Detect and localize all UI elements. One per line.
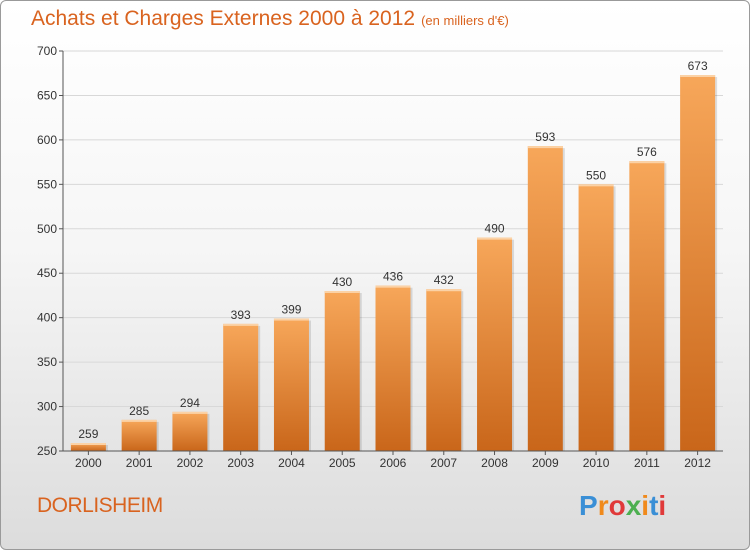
bar-value-label: 399 [281, 303, 301, 317]
bar-value-label: 490 [485, 222, 505, 236]
bar-value-label: 673 [688, 59, 708, 73]
logo-letter: P [579, 490, 598, 521]
bar-value-label: 436 [383, 270, 403, 284]
bar-2006 [375, 285, 411, 451]
bar-highlight [70, 443, 106, 445]
y-tick-label: 500 [37, 222, 57, 236]
bar-highlight [426, 289, 462, 292]
bar-highlight [527, 146, 563, 149]
bar-2004 [273, 318, 309, 451]
bar-highlight [121, 419, 157, 422]
y-tick-label: 600 [37, 133, 57, 147]
bar-2010 [578, 184, 614, 452]
logo-letter: t [649, 490, 659, 521]
bar-2001 [121, 419, 157, 451]
bar-2000 [70, 443, 106, 451]
bar-highlight [578, 184, 614, 187]
y-tick-label: 650 [37, 88, 57, 102]
y-tick-label: 350 [37, 355, 57, 369]
y-tick-label: 700 [37, 44, 57, 58]
chart-subtitle: (en milliers d'€) [421, 13, 509, 28]
x-tick-label: 2005 [329, 456, 356, 470]
town-name: DORLISHEIM [37, 494, 163, 517]
y-tick-label: 550 [37, 177, 57, 191]
x-tick-label: 2000 [75, 456, 102, 470]
y-tick-label: 400 [37, 311, 57, 325]
y-tick-label: 250 [37, 444, 57, 458]
x-tick-label: 2010 [583, 456, 610, 470]
bar-value-label: 593 [535, 130, 555, 144]
logo-letter: i [641, 490, 650, 521]
x-tick-label: 2012 [684, 456, 711, 470]
chart-title-text: Achats et Charges Externes 2000 à 2012 [31, 7, 416, 30]
logo-letter: x [625, 490, 642, 521]
bar-highlight [629, 161, 665, 164]
bar-2012 [680, 75, 716, 451]
bar-value-label: 430 [332, 275, 352, 289]
bar-value-label: 576 [637, 145, 657, 159]
bar-2009 [527, 146, 563, 451]
bar-value-label: 259 [78, 427, 98, 441]
x-tick-label: 2008 [481, 456, 508, 470]
logo-letter: i [658, 490, 667, 521]
x-tick-label: 2009 [532, 456, 559, 470]
bar-value-label: 550 [586, 168, 606, 182]
x-tick-label: 2002 [177, 456, 204, 470]
x-axis: 2000 2001 2002 2003 2004 2005 2006 2007 2008 2009… [63, 450, 723, 470]
logo-letter: r [597, 490, 609, 521]
y-axis: 250 300 350 400 450 500 550 600 650 700 [37, 44, 64, 458]
bars: 259 285 294 393 399 430 436 432 490 593 550 576 673 [70, 59, 718, 452]
chart-title: Achats et Charges Externes 2000 à 2012 (e… [31, 7, 509, 31]
y-tick-label: 300 [37, 400, 57, 414]
proxiti-logo: Proxiti [579, 490, 666, 522]
x-tick-label: 2011 [634, 456, 660, 470]
logo-letter: o [608, 490, 626, 521]
x-tick-label: 2004 [278, 456, 305, 470]
bar-highlight [680, 75, 716, 77]
bar-value-label: 285 [129, 404, 149, 418]
bar-highlight [324, 291, 360, 293]
bar-2011 [629, 161, 665, 451]
bar-highlight [223, 323, 259, 326]
x-tick-label: 2007 [430, 456, 457, 470]
bar-2002 [172, 411, 208, 451]
y-tick-label: 450 [37, 266, 57, 280]
bar-2003 [223, 323, 259, 451]
bar-value-label: 294 [180, 396, 200, 410]
bar-highlight [477, 237, 513, 240]
x-tick-label: 2001 [126, 456, 153, 470]
bar-highlight [375, 285, 411, 288]
bar-2007 [426, 289, 462, 451]
x-tick-label: 2006 [380, 456, 407, 470]
bar-value-label: 393 [231, 308, 251, 322]
x-tick-label: 2003 [227, 456, 254, 470]
bar-highlight [273, 318, 309, 321]
bar-value-label: 432 [434, 273, 454, 287]
bar-2008 [477, 237, 513, 451]
bar-2005 [324, 291, 360, 451]
bar-highlight [172, 411, 208, 414]
